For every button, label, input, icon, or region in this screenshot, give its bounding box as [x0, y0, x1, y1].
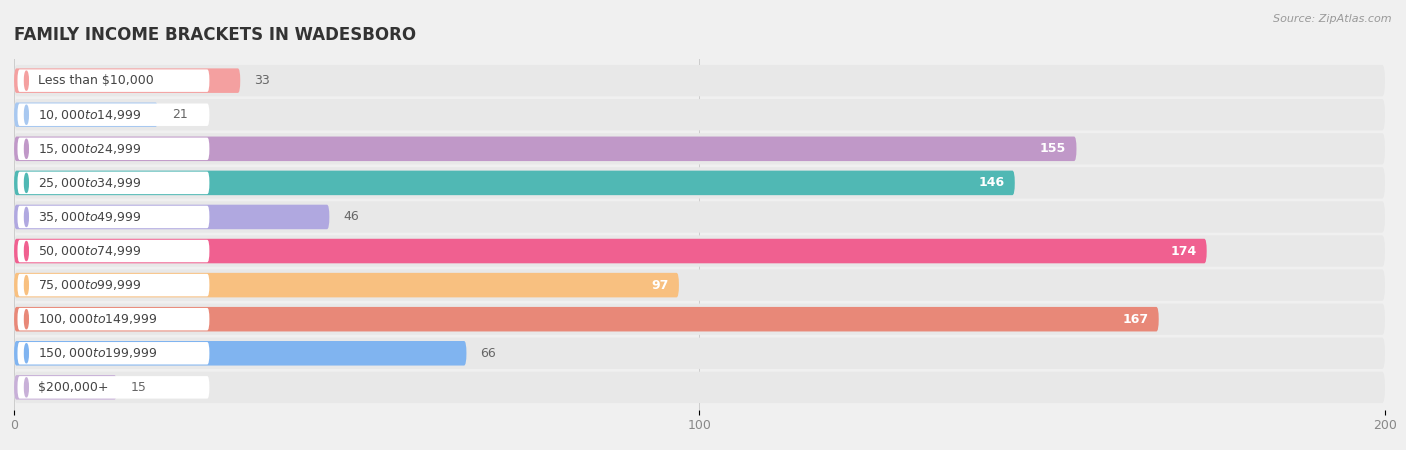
Text: 33: 33 — [254, 74, 270, 87]
FancyBboxPatch shape — [17, 69, 209, 92]
FancyBboxPatch shape — [14, 103, 157, 127]
Text: $15,000 to $24,999: $15,000 to $24,999 — [38, 142, 142, 156]
FancyBboxPatch shape — [17, 274, 209, 297]
Text: $35,000 to $49,999: $35,000 to $49,999 — [38, 210, 142, 224]
FancyBboxPatch shape — [14, 307, 1159, 332]
Text: Less than $10,000: Less than $10,000 — [38, 74, 153, 87]
FancyBboxPatch shape — [14, 68, 240, 93]
Circle shape — [24, 344, 28, 363]
Text: 97: 97 — [651, 279, 669, 292]
FancyBboxPatch shape — [17, 240, 209, 262]
Text: 21: 21 — [172, 108, 187, 121]
FancyBboxPatch shape — [14, 341, 467, 365]
FancyBboxPatch shape — [17, 138, 209, 160]
Circle shape — [24, 105, 28, 124]
Circle shape — [24, 139, 28, 158]
Text: 155: 155 — [1040, 142, 1066, 155]
Text: 15: 15 — [131, 381, 146, 394]
FancyBboxPatch shape — [14, 239, 1206, 263]
FancyBboxPatch shape — [14, 136, 1077, 161]
FancyBboxPatch shape — [17, 206, 209, 228]
Text: $200,000+: $200,000+ — [38, 381, 108, 394]
Text: Source: ZipAtlas.com: Source: ZipAtlas.com — [1274, 14, 1392, 23]
Circle shape — [24, 207, 28, 226]
Text: $75,000 to $99,999: $75,000 to $99,999 — [38, 278, 142, 292]
Circle shape — [24, 173, 28, 193]
Text: $50,000 to $74,999: $50,000 to $74,999 — [38, 244, 142, 258]
FancyBboxPatch shape — [14, 303, 1385, 335]
Circle shape — [24, 71, 28, 90]
Circle shape — [24, 275, 28, 295]
FancyBboxPatch shape — [14, 171, 1015, 195]
FancyBboxPatch shape — [17, 308, 209, 330]
Text: $150,000 to $199,999: $150,000 to $199,999 — [38, 346, 157, 360]
FancyBboxPatch shape — [14, 270, 1385, 301]
FancyBboxPatch shape — [14, 201, 1385, 233]
Text: $25,000 to $34,999: $25,000 to $34,999 — [38, 176, 142, 190]
FancyBboxPatch shape — [17, 104, 209, 126]
FancyBboxPatch shape — [14, 99, 1385, 130]
FancyBboxPatch shape — [17, 171, 209, 194]
FancyBboxPatch shape — [17, 342, 209, 364]
Text: $100,000 to $149,999: $100,000 to $149,999 — [38, 312, 157, 326]
FancyBboxPatch shape — [14, 273, 679, 297]
Text: 174: 174 — [1170, 244, 1197, 257]
FancyBboxPatch shape — [17, 376, 209, 399]
FancyBboxPatch shape — [14, 235, 1385, 267]
Circle shape — [24, 378, 28, 397]
Circle shape — [24, 242, 28, 261]
Text: $10,000 to $14,999: $10,000 to $14,999 — [38, 108, 142, 122]
Circle shape — [24, 310, 28, 329]
Text: 46: 46 — [343, 211, 359, 224]
Text: 167: 167 — [1122, 313, 1149, 326]
FancyBboxPatch shape — [14, 133, 1385, 165]
Text: 66: 66 — [481, 347, 496, 360]
FancyBboxPatch shape — [14, 167, 1385, 198]
FancyBboxPatch shape — [14, 205, 329, 229]
FancyBboxPatch shape — [14, 372, 1385, 403]
FancyBboxPatch shape — [14, 65, 1385, 96]
FancyBboxPatch shape — [14, 375, 117, 400]
FancyBboxPatch shape — [14, 338, 1385, 369]
Text: FAMILY INCOME BRACKETS IN WADESBORO: FAMILY INCOME BRACKETS IN WADESBORO — [14, 27, 416, 45]
Text: 146: 146 — [979, 176, 1004, 189]
